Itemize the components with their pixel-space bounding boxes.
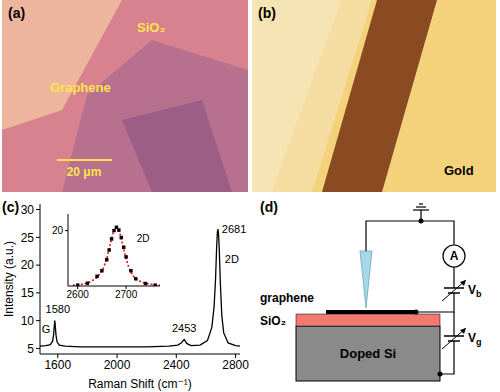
- svg-text:Gold: Gold: [444, 163, 474, 178]
- svg-text:A: A: [450, 249, 459, 263]
- svg-text:Raman Shift (cm⁻¹): Raman Shift (cm⁻¹): [88, 377, 192, 391]
- svg-text:(d): (d): [260, 199, 278, 215]
- svg-text:2800: 2800: [222, 358, 249, 372]
- svg-text:Vb: Vb: [468, 283, 482, 299]
- svg-text:G: G: [42, 323, 51, 335]
- svg-text:2D: 2D: [137, 233, 150, 244]
- svg-text:2681: 2681: [222, 223, 246, 235]
- svg-text:30: 30: [21, 203, 35, 217]
- svg-text:15: 15: [21, 286, 35, 300]
- svg-text:20 μm: 20 μm: [67, 165, 102, 179]
- svg-text:SiO₂: SiO₂: [260, 314, 286, 328]
- svg-text:(b): (b): [258, 5, 276, 21]
- svg-text:1600: 1600: [44, 358, 71, 372]
- svg-text:2453: 2453: [172, 322, 196, 334]
- svg-text:20: 20: [52, 225, 64, 236]
- svg-text:Graphene: Graphene: [50, 80, 111, 95]
- svg-text:Intensity (a.u.): Intensity (a.u.): [2, 241, 16, 317]
- svg-text:(c): (c): [2, 199, 19, 215]
- svg-text:2D: 2D: [225, 253, 239, 265]
- svg-text:2600: 2600: [67, 289, 90, 300]
- svg-text:SiO₂: SiO₂: [137, 20, 165, 35]
- svg-text:Vg: Vg: [468, 331, 482, 347]
- svg-text:25: 25: [21, 231, 35, 245]
- svg-text:5: 5: [27, 342, 34, 356]
- svg-text:20: 20: [21, 258, 35, 272]
- svg-text:graphene: graphene: [260, 291, 314, 305]
- svg-text:(a): (a): [8, 5, 25, 21]
- svg-text:2000: 2000: [104, 358, 131, 372]
- svg-text:2700: 2700: [115, 289, 138, 300]
- svg-text:2400: 2400: [163, 358, 190, 372]
- svg-text:10: 10: [21, 314, 35, 328]
- svg-text:Doped Si: Doped Si: [340, 346, 396, 361]
- svg-text:1580: 1580: [46, 303, 70, 315]
